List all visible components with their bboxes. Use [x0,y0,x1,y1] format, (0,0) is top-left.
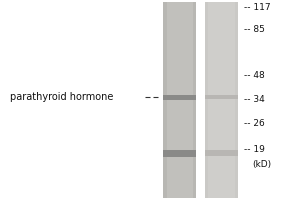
Text: -- 19: -- 19 [244,146,265,154]
Bar [163,150,196,157]
Text: -- 85: -- 85 [244,25,265,34]
Bar [208,2,235,198]
Text: parathyroid hormone: parathyroid hormone [10,92,113,102]
Bar [205,150,238,156]
Text: -- 34: -- 34 [244,96,265,104]
Text: (kD): (kD) [252,160,271,170]
Bar [205,2,238,198]
Text: -- 117: -- 117 [244,3,271,12]
Bar [167,2,193,198]
Bar [205,95,238,99]
Bar [163,2,196,198]
Text: -- 26: -- 26 [244,119,265,129]
Text: -- 48: -- 48 [244,71,265,79]
Bar [163,95,196,100]
